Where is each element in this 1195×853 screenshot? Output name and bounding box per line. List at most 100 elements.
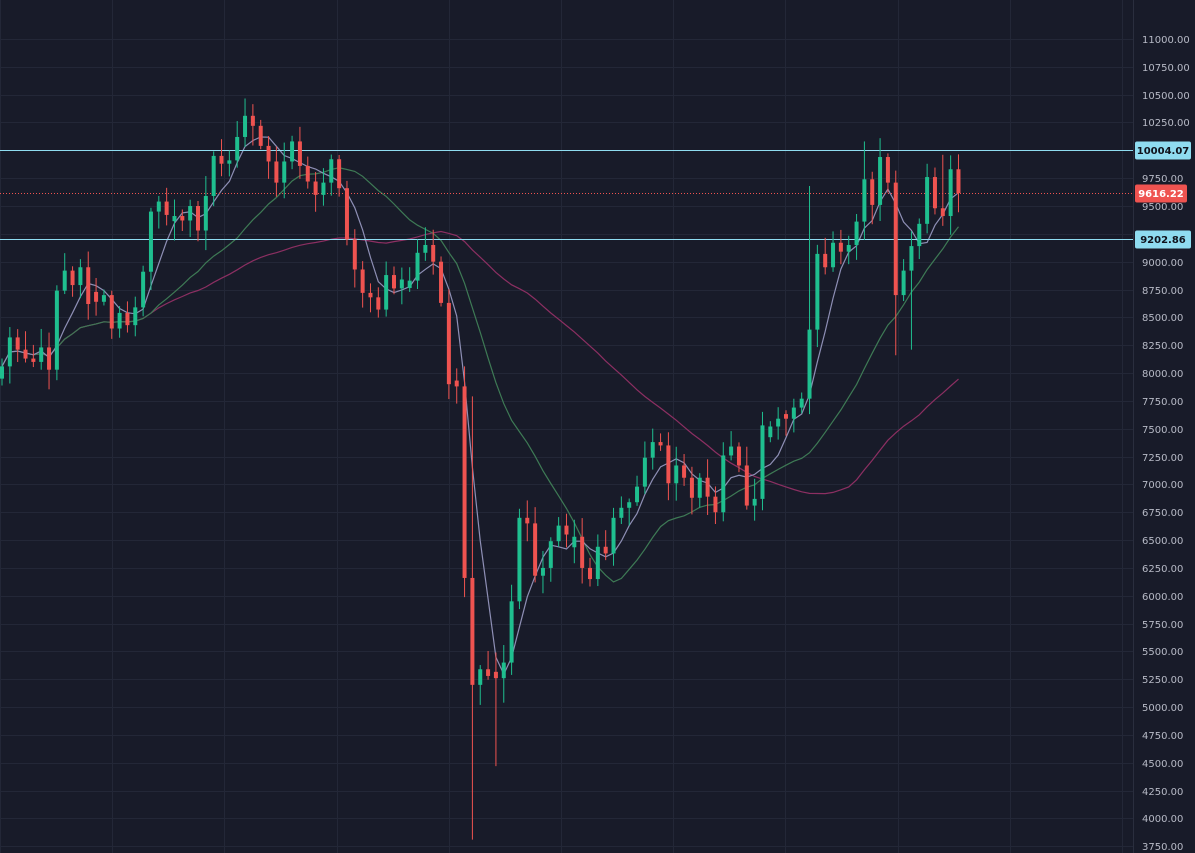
moving-averages <box>1 136 959 676</box>
candle-up <box>156 201 161 212</box>
candle-down <box>705 477 710 497</box>
candle-up <box>846 244 851 252</box>
horizontal-levels <box>0 150 1133 240</box>
candle-up <box>807 329 812 399</box>
candle-up <box>54 290 59 370</box>
candle-down <box>493 671 498 679</box>
candle-down <box>462 386 467 578</box>
candle-up <box>791 407 796 419</box>
candle-down <box>885 157 890 183</box>
candle-down <box>337 159 342 189</box>
candle-down <box>47 347 52 370</box>
candle-up <box>423 244 428 253</box>
candle-down <box>533 523 538 576</box>
y-tick-label: 6750.00 <box>1142 508 1183 519</box>
candle-down <box>392 275 396 289</box>
y-tick-label: 4250.00 <box>1142 787 1183 798</box>
y-tick-label: 9500.00 <box>1142 202 1183 213</box>
level-price-label: 10004.07 <box>1137 146 1190 157</box>
candle-up <box>62 270 67 291</box>
candle-up <box>415 252 420 281</box>
price-labels: 10004.07 9202.86 9616.22 <box>1135 141 1191 249</box>
candle-up <box>548 541 553 568</box>
candle-up <box>572 536 577 548</box>
candle-up <box>729 446 734 456</box>
candle-down <box>94 291 99 302</box>
candle-down <box>446 302 451 385</box>
candle-down <box>352 239 357 270</box>
candle-up <box>595 546 600 580</box>
candle-down <box>940 208 945 217</box>
candle-down <box>313 181 318 195</box>
candle-up <box>862 179 867 222</box>
y-tick-label: 7000.00 <box>1142 480 1183 491</box>
candle-up <box>203 195 208 231</box>
candle-up <box>243 115 248 137</box>
candle-down <box>439 261 444 303</box>
candle-up <box>831 242 836 268</box>
y-tick-label: 8250.00 <box>1142 341 1183 352</box>
y-tick-label: 10500.00 <box>1142 91 1190 102</box>
y-tick-label: 7500.00 <box>1142 425 1183 436</box>
price-axis[interactable]: 3750.00 4000.00 4250.00 4500.00 4750.00 5000.… <box>1142 35 1190 853</box>
candle-up <box>517 517 522 602</box>
level-price-tag <box>1135 141 1191 160</box>
candle-down <box>870 179 875 205</box>
y-tick-label: 5250.00 <box>1142 675 1183 686</box>
candle-down <box>344 188 349 240</box>
candle-down <box>893 182 898 296</box>
candle-down <box>470 577 475 685</box>
candle-up <box>925 177 930 224</box>
candle-up <box>478 669 483 685</box>
candle-down <box>376 297 381 310</box>
candle-up <box>509 601 514 663</box>
candle-down <box>564 525 569 535</box>
y-tick-label: 4500.00 <box>1142 759 1183 770</box>
candle-up <box>776 418 781 427</box>
candle-down <box>164 201 169 215</box>
y-tick-label: 5750.00 <box>1142 620 1183 631</box>
candle-up <box>7 337 12 367</box>
candle-up <box>39 347 44 362</box>
candle-down <box>196 206 200 231</box>
candle-down <box>525 517 530 524</box>
candle-down <box>431 244 436 262</box>
candle-up <box>211 155 216 196</box>
candle-down <box>603 546 608 554</box>
candle-up <box>321 182 326 195</box>
candle-down <box>744 465 749 506</box>
candle-down <box>713 496 718 513</box>
candle-up <box>407 280 412 288</box>
candle-down <box>109 295 114 329</box>
candle-down <box>125 312 130 326</box>
candle-up <box>0 366 4 379</box>
candles <box>0 98 961 840</box>
candle-up <box>917 223 922 247</box>
candle-up <box>650 442 655 458</box>
candle-up <box>148 211 153 272</box>
candle-down <box>666 445 671 484</box>
candle-down <box>580 536 585 568</box>
y-tick-label: 6500.00 <box>1142 536 1183 547</box>
candle-down <box>250 115 255 126</box>
candle-down <box>86 267 91 305</box>
y-tick-label: 6000.00 <box>1142 592 1183 603</box>
moving-average-medium <box>1 167 959 583</box>
candle-up <box>799 398 804 408</box>
candle-up <box>627 502 632 508</box>
level-price-tag <box>1135 230 1191 249</box>
candle-down <box>23 349 28 359</box>
candle-up <box>540 567 545 576</box>
y-tick-label: 9750.00 <box>1142 174 1183 185</box>
candle-up <box>752 498 757 506</box>
moving-average-slow <box>1 230 959 495</box>
candle-down <box>736 446 741 466</box>
candle-up <box>901 270 906 296</box>
y-tick-label: 5500.00 <box>1142 647 1183 658</box>
candle-up <box>384 275 389 310</box>
y-tick-label: 5000.00 <box>1142 703 1183 714</box>
candle-down <box>682 465 687 478</box>
candle-down <box>180 216 185 221</box>
candle-up <box>760 425 765 499</box>
